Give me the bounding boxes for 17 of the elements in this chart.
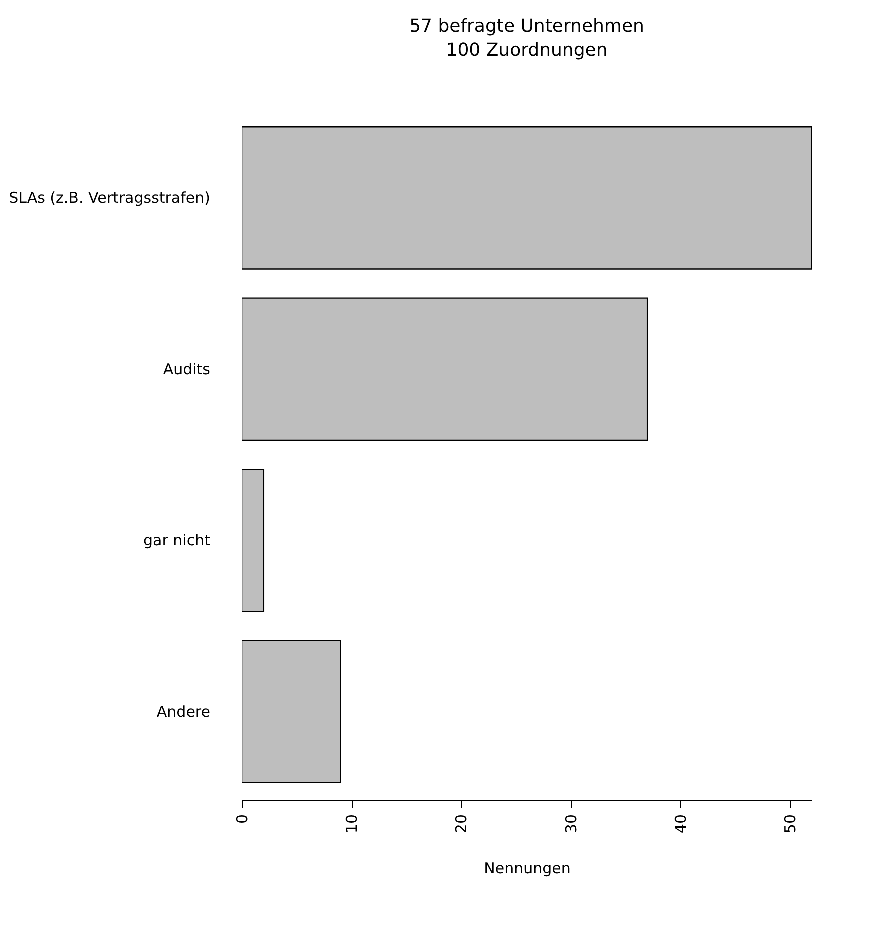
- x-tick-label: 0: [234, 814, 252, 824]
- bar: [242, 468, 265, 612]
- y-tick-label: gar nicht: [144, 532, 211, 550]
- x-tick-label: 20: [452, 814, 471, 834]
- chart-title: 57 befragte Unternehmen: [410, 16, 644, 37]
- x-tick-label: 30: [562, 814, 580, 834]
- y-tick-label: Audits: [163, 360, 211, 378]
- x-axis-title: Nennungen: [484, 860, 571, 878]
- chart-subtitle: 100 Zuordnungen: [446, 40, 608, 61]
- bar: [242, 298, 648, 442]
- x-tick-label: 10: [343, 814, 362, 834]
- x-tick-label: 50: [782, 814, 800, 834]
- x-tick-label: 40: [672, 814, 690, 834]
- y-tick-label: SLAs (z.B. Vertragsstrafen): [9, 189, 210, 208]
- y-tick-label: Andere: [156, 702, 210, 721]
- bar: [242, 640, 342, 784]
- bar: [242, 126, 812, 270]
